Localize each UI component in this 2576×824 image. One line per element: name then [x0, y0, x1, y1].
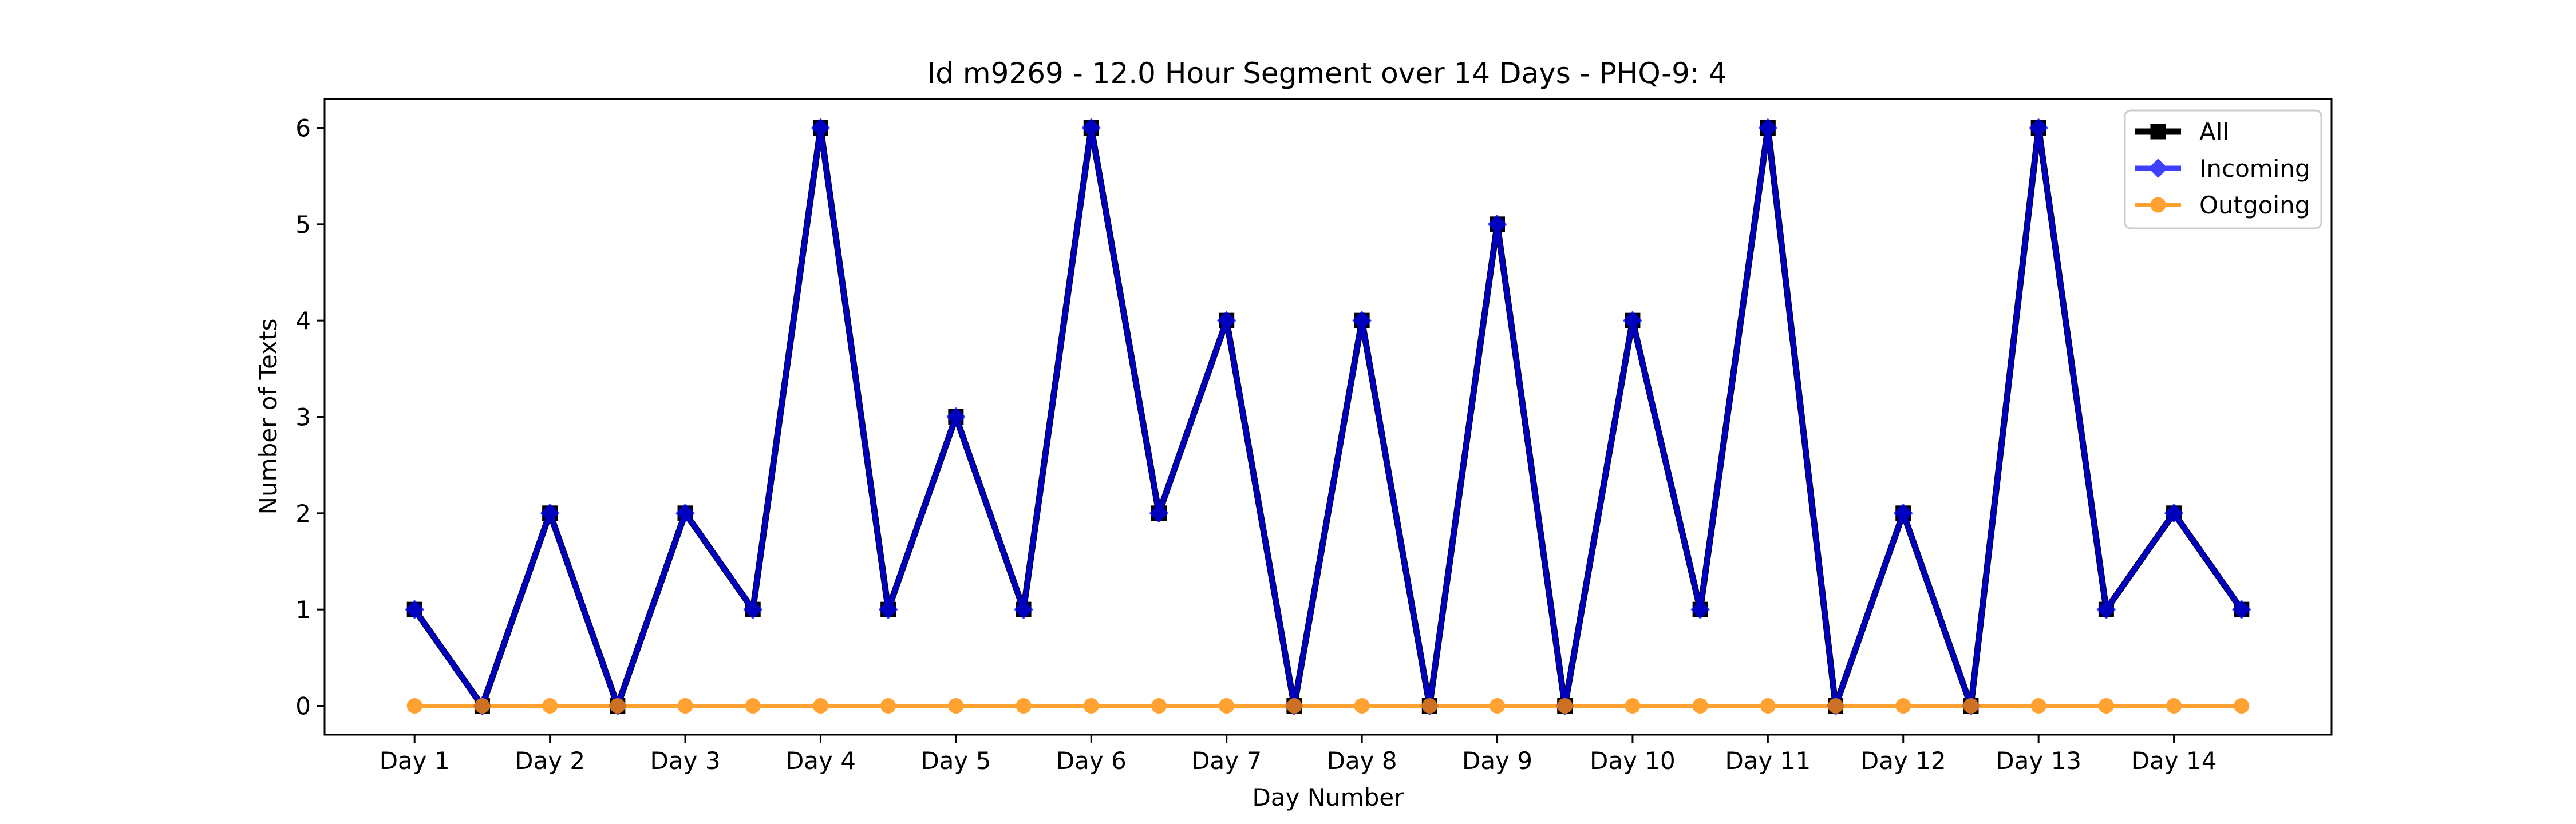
data-point-incoming — [675, 503, 695, 523]
data-point-outgoing — [948, 698, 964, 714]
x-tick-label: Day 11 — [1725, 747, 1811, 775]
data-point-outgoing — [1490, 698, 1506, 714]
legend-label: All — [2199, 118, 2229, 146]
data-point-outgoing — [1219, 698, 1235, 714]
data-point-outgoing — [542, 698, 558, 714]
data-point-outgoing — [1083, 698, 1099, 714]
x-tick-label: Day 10 — [1590, 747, 1676, 775]
data-point-outgoing — [1828, 698, 1844, 714]
data-point-outgoing — [1421, 698, 1437, 714]
y-axis-label: Number of Texts — [254, 319, 282, 515]
x-tick-label: Day 12 — [1860, 747, 1946, 775]
data-point-incoming — [540, 503, 560, 523]
data-point-outgoing — [2030, 698, 2046, 714]
data-point-incoming — [1081, 118, 1101, 138]
data-point-outgoing — [2234, 698, 2250, 714]
data-point-outgoing — [1354, 698, 1370, 714]
data-point-outgoing — [677, 698, 693, 714]
data-point-outgoing — [2098, 698, 2114, 714]
data-point-incoming — [743, 600, 763, 620]
data-point-outgoing — [610, 698, 626, 714]
data-point-outgoing — [745, 698, 761, 714]
x-tick-label: Day 2 — [515, 747, 585, 775]
data-point-outgoing — [1963, 698, 1979, 714]
series-incoming — [405, 118, 2251, 716]
data-point-outgoing — [1016, 698, 1032, 714]
data-point-outgoing — [474, 698, 490, 714]
series-layer — [405, 118, 2251, 716]
data-point-incoming — [946, 407, 966, 427]
data-point-outgoing — [406, 698, 422, 714]
legend-entry — [2135, 124, 2181, 140]
x-tick-label: Day 9 — [1462, 747, 1532, 775]
data-point-incoming — [2096, 600, 2116, 620]
data-point-outgoing — [880, 698, 896, 714]
legend-box — [2124, 109, 2322, 229]
x-tick-label: Day 3 — [650, 747, 721, 775]
legend-marker — [2150, 124, 2166, 140]
series-line-all — [412, 125, 2245, 709]
data-point-incoming — [1149, 503, 1169, 523]
data-point-outgoing — [1557, 698, 1573, 714]
data-point-incoming — [2164, 503, 2184, 523]
data-point-incoming — [1893, 503, 1913, 523]
x-tick-label: Day 14 — [2131, 747, 2217, 775]
y-tick-label: 2 — [295, 500, 311, 528]
data-point-outgoing — [1625, 698, 1641, 714]
data-point-incoming — [1758, 118, 1778, 138]
series-all — [406, 120, 2250, 714]
data-point-incoming — [878, 600, 898, 620]
data-point-outgoing — [1286, 698, 1302, 714]
data-point-incoming — [2029, 118, 2049, 138]
y-tick-label: 1 — [295, 596, 311, 624]
x-tick-label: Day 7 — [1191, 747, 1262, 775]
data-point-incoming — [1216, 311, 1236, 331]
data-point-outgoing — [1151, 698, 1167, 714]
data-point-incoming — [405, 600, 425, 620]
legend-entry — [2135, 197, 2181, 213]
legend-marker — [2150, 197, 2166, 213]
x-tick-label: Day 5 — [920, 747, 991, 775]
x-tick-label: Day 4 — [785, 747, 856, 775]
data-point-incoming — [1623, 311, 1642, 331]
data-point-outgoing — [2166, 698, 2182, 714]
y-tick-label: 5 — [295, 211, 311, 239]
data-point-outgoing — [1692, 698, 1708, 714]
y-tick-label: 3 — [295, 403, 311, 431]
data-point-incoming — [1014, 600, 1033, 620]
legend-entry — [2135, 159, 2181, 178]
data-point-incoming — [1487, 214, 1507, 234]
data-point-outgoing — [1895, 698, 1911, 714]
data-point-incoming — [811, 118, 831, 138]
y-tick-label: 6 — [295, 114, 311, 142]
x-tick-label: Day 6 — [1056, 747, 1127, 775]
series-line-incoming — [412, 125, 2244, 708]
legend-marker — [2148, 159, 2168, 178]
chart-title: Id m9269 - 12.0 Hour Segment over 14 Day… — [927, 57, 1726, 90]
legend: All Incoming Outgoing — [2124, 109, 2322, 229]
y-axis: 0 1 2 3 4 5 6 — [295, 114, 325, 720]
x-tick-label: Day 1 — [380, 747, 450, 775]
x-tick-label: Day 13 — [1996, 747, 2081, 775]
data-point-incoming — [1352, 311, 1372, 331]
legend-label: Incoming — [2199, 154, 2310, 183]
series-outgoing — [406, 698, 2250, 714]
y-tick-label: 4 — [295, 307, 311, 335]
data-point-outgoing — [812, 698, 828, 714]
data-point-incoming — [1690, 600, 1710, 620]
x-tick-label: Day 8 — [1327, 747, 1397, 775]
x-axis-label: Day Number — [1252, 783, 1404, 811]
legend-label: Outgoing — [2199, 191, 2310, 219]
x-axis: Day 1 Day 2 Day 3 Day 4 Day 5 Day 6 Day 7 Day 8… — [380, 735, 2217, 775]
data-point-outgoing — [1760, 698, 1776, 714]
data-point-incoming — [2231, 600, 2251, 620]
y-tick-label: 0 — [295, 692, 311, 720]
